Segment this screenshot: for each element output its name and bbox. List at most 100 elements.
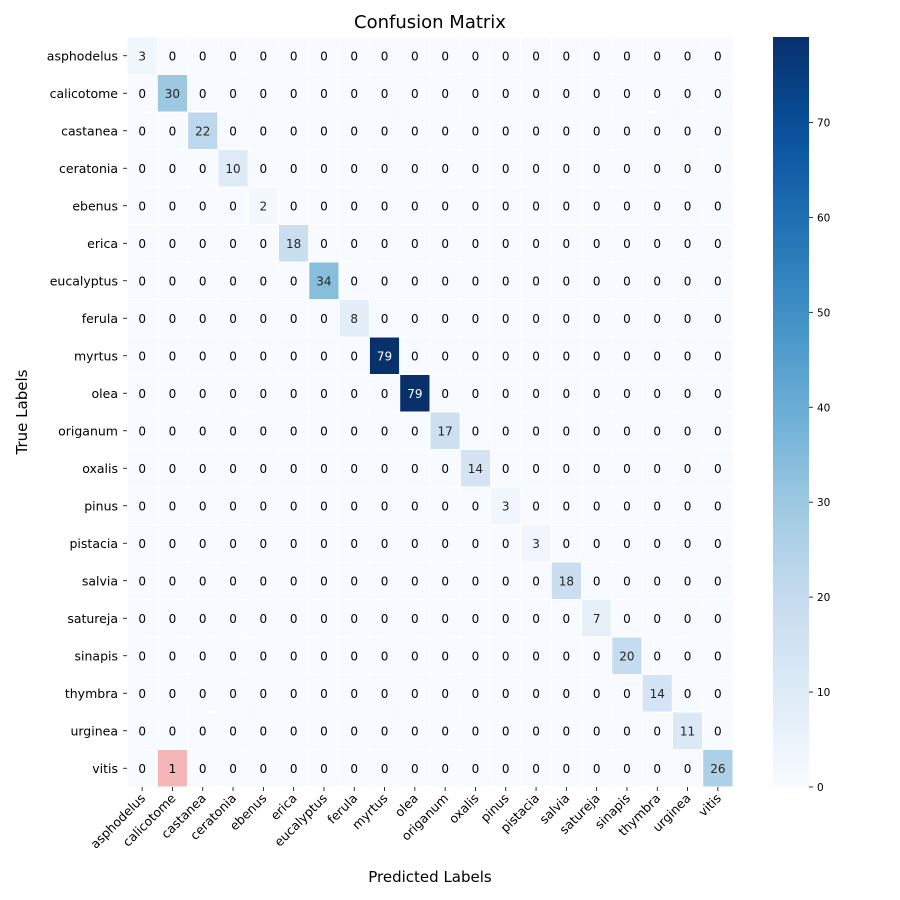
cell-value: 0 [381,537,389,551]
heatmap-cell [611,411,643,450]
cell-value: 0 [502,274,510,288]
heatmap-cell [429,374,461,413]
heatmap-cell [550,374,583,413]
cell-value: 0 [684,162,692,176]
heatmap-cell [247,186,279,225]
cell-value: 0 [653,387,661,401]
cell-value: 0 [441,124,449,138]
heatmap-cell [581,636,613,675]
cell-value: 0 [593,574,601,588]
heatmap-cell [581,186,613,225]
heatmap-cell [550,711,583,750]
cell-value: 0 [502,387,510,401]
cell-value: 0 [320,687,328,701]
cell-value: 0 [653,274,661,288]
heatmap-cell [702,149,734,188]
heatmap-cell [581,299,613,338]
heatmap-cell [702,711,734,750]
heatmap-cell [247,524,279,563]
cell-value: 0 [169,349,177,363]
cell-value: 0 [623,49,631,63]
cell-value: 0 [472,499,480,513]
cell-value: 0 [290,162,298,176]
cell-value: 0 [199,312,207,326]
heatmap-cell [611,486,643,525]
cell-value: 0 [714,537,722,551]
cell-value: 0 [138,387,146,401]
heatmap-cell [581,449,613,488]
heatmap-cell [671,224,704,263]
cell-value: 0 [290,687,298,701]
y-tick-label: eucalyptus [50,273,118,288]
cell-value: 10 [225,162,240,176]
highlighted-cell [156,749,189,788]
heatmap-cell [278,149,310,188]
cell-value: 0 [472,349,480,363]
cell-value: 0 [623,462,631,476]
cell-value: 0 [472,49,480,63]
cell-value: 0 [532,649,540,663]
heatmap-cell [581,561,613,600]
cell-value: 0 [502,424,510,438]
cell-value: 0 [502,462,510,476]
cell-value: 0 [684,499,692,513]
cell-value: 0 [138,274,146,288]
cell-value: 0 [441,462,449,476]
cell-value: 0 [714,499,722,513]
cell-value: 0 [532,162,540,176]
cell-value: 0 [381,762,389,776]
cell-value: 0 [684,87,692,101]
heatmap-cell [368,486,401,525]
cell-value: 0 [320,237,328,251]
cell-value: 0 [350,762,358,776]
cell-value: 0 [229,574,237,588]
colorbar-tick-label: 60 [817,212,830,224]
cell-value: 0 [320,87,328,101]
cell-value: 0 [563,462,571,476]
heatmap-cell [368,186,401,225]
cell-value: 0 [199,762,207,776]
cell-value: 0 [472,687,480,701]
cell-value: 0 [593,274,601,288]
cell-value: 0 [169,312,177,326]
colorbar: 0 10 20 30 40 50 60 70 [773,37,830,794]
cell-value: 0 [502,762,510,776]
cell-value: 0 [138,462,146,476]
heatmap-cell [156,449,189,488]
cell-value: 18 [286,237,301,251]
cell-value: 0 [563,537,571,551]
y-tick-label: calicotome [50,86,119,101]
cell-value: 0 [684,237,692,251]
heatmap-cell [702,561,734,600]
y-tick-label: thymbra [65,686,118,701]
heatmap-cell [702,224,734,263]
cell-value: 0 [229,199,237,213]
heatmap-cell [611,374,643,413]
heatmap-cell [611,449,643,488]
heatmap-cell [641,261,673,300]
cell-value: 0 [684,612,692,626]
y-tick-label: urginea [70,723,118,738]
heatmap-cell [611,186,643,225]
cell-value: 0 [290,87,298,101]
heatmap-cell [399,224,431,263]
cell-value: 0 [441,162,449,176]
cell-value: 0 [563,687,571,701]
cell-value: 0 [714,724,722,738]
heatmap-cell [338,261,370,300]
heatmap-cell [308,674,340,713]
cell-value: 0 [290,762,298,776]
cell-value: 0 [714,387,722,401]
heatmap-cell [550,636,583,675]
cell-value: 0 [290,312,298,326]
cell-value: 0 [714,274,722,288]
cell-value: 3 [532,537,540,551]
y-tick-label: origanum [58,423,118,438]
cell-value: 0 [320,124,328,138]
heatmap-cell [308,411,340,450]
heatmap-cell [671,36,704,75]
heatmap-cell [581,599,613,638]
cell-value: 0 [684,424,692,438]
heatmap-cell [308,186,340,225]
cell-value: 0 [350,649,358,663]
